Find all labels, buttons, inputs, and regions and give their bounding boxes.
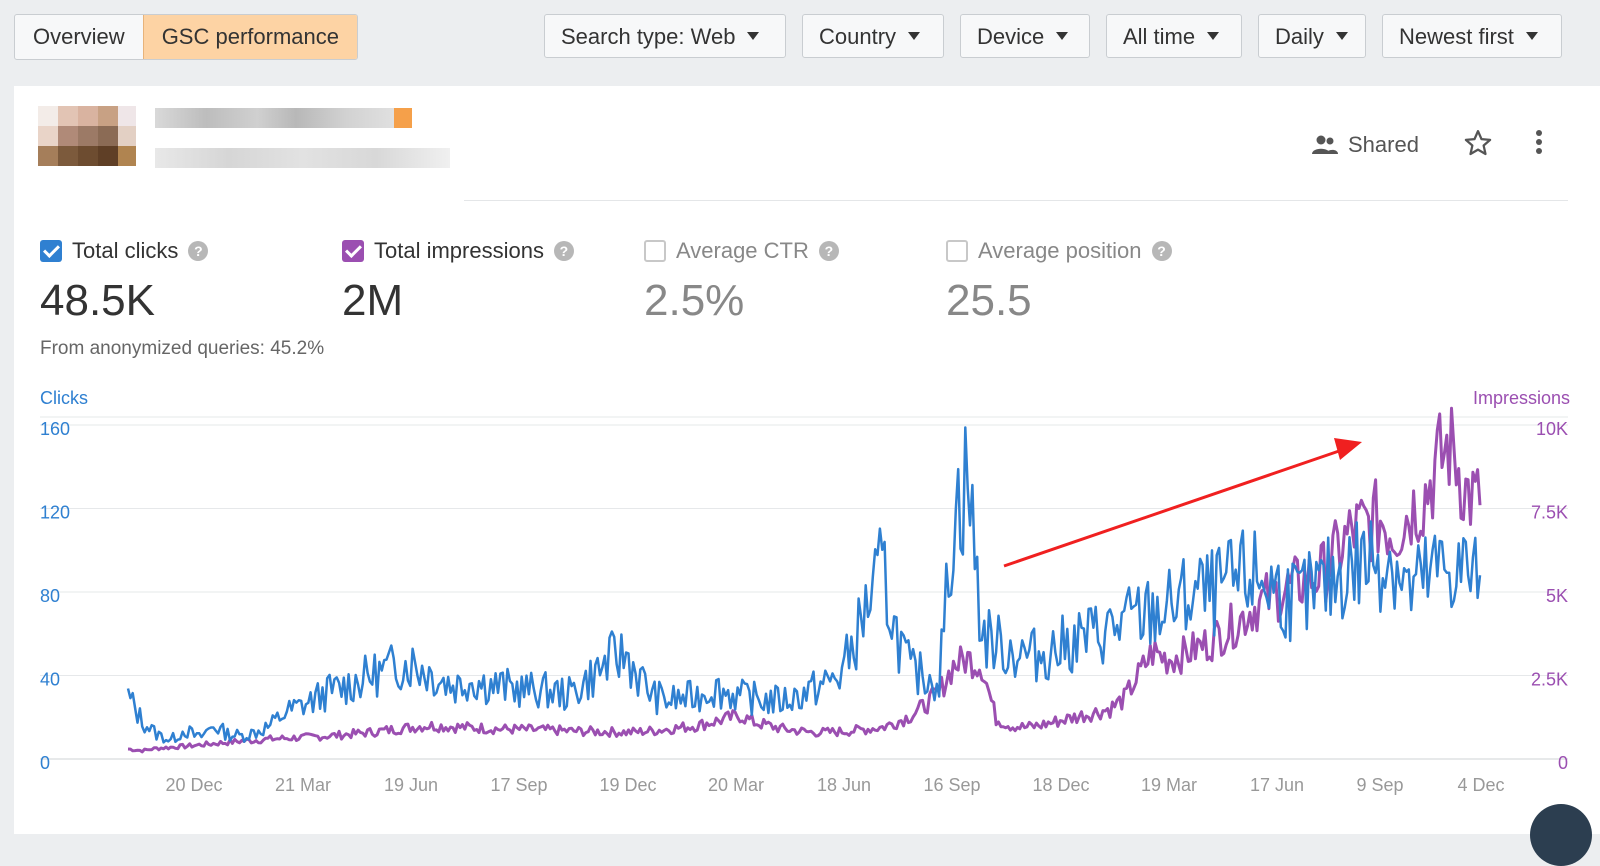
metric-total-impressions[interactable]: Total impressions ? 2M — [342, 234, 574, 326]
clicks-axis-title: Clicks — [40, 388, 88, 408]
country-dropdown[interactable]: Country — [802, 14, 944, 58]
site-url-redacted — [155, 148, 450, 168]
chevron-down-icon — [1525, 32, 1538, 41]
granularity-dropdown[interactable]: Daily — [1258, 14, 1366, 58]
date-range-dropdown[interactable]: All time — [1106, 14, 1242, 58]
impressions-tick-label: 5K — [1546, 586, 1568, 606]
average-position-value: 25.5 — [946, 276, 1032, 325]
tab-overview[interactable]: Overview — [33, 24, 125, 49]
total-clicks-value: 48.5K — [40, 276, 155, 325]
clicks-tick-label: 40 — [40, 670, 60, 690]
date-tick-label: 17 Sep — [490, 775, 547, 795]
metric-average-ctr[interactable]: Average CTR ? 2.5% — [644, 234, 839, 326]
impressions-tick-label: 7.5K — [1531, 503, 1568, 523]
people-icon — [1312, 135, 1338, 154]
total-impressions-label: Total impressions — [374, 238, 544, 263]
trend-arrow-annotation — [1003, 438, 1362, 568]
performance-line-chart[interactable]: 0 40 80 120 160 0 2.5K 5K 7.5K 10K 20 Dec 21 Mar 1… — [0, 400, 1600, 800]
average-ctr-checkbox[interactable] — [644, 240, 666, 262]
total-impressions-checkbox[interactable] — [342, 240, 364, 262]
date-tick-label: 17 Jun — [1250, 775, 1304, 795]
date-tick-label: 20 Dec — [165, 775, 222, 795]
sort-label: Newest first — [1399, 24, 1514, 49]
country-label: Country — [819, 24, 897, 49]
trend-arrow-shaft — [1003, 448, 1343, 568]
tab-gsc-performance[interactable]: GSC performance — [142, 15, 357, 59]
help-icon[interactable]: ? — [188, 241, 209, 261]
more-options-button[interactable] — [1532, 128, 1546, 158]
anonymized-queries-note: From anonymized queries: 45.2% — [40, 338, 325, 359]
granularity-label: Daily — [1275, 24, 1324, 49]
total-impressions-value: 2M — [342, 276, 404, 325]
date-tick-label: 19 Mar — [1141, 775, 1197, 795]
impressions-tick-label: 10K — [1536, 419, 1568, 439]
date-tick-label: 18 Jun — [817, 775, 871, 795]
date-tick-label: 9 Sep — [1356, 775, 1403, 795]
chevron-down-icon — [1056, 32, 1069, 41]
date-tick-label: 19 Dec — [599, 775, 656, 795]
date-tick-label: 21 Mar — [275, 775, 331, 795]
help-icon[interactable]: ? — [1151, 241, 1172, 261]
redaction-accent — [394, 108, 412, 128]
clicks-axis-ticks: 0 40 80 120 160 — [40, 419, 70, 773]
search-type-label: Search type: Web — [561, 24, 736, 49]
date-tick-label: 16 Sep — [923, 775, 980, 795]
clicks-tick-label: 160 — [40, 419, 70, 439]
impressions-axis-title: Impressions — [1472, 388, 1570, 408]
impressions-axis-ticks: 0 2.5K 5K 7.5K 10K — [1531, 419, 1568, 773]
help-icon[interactable]: ? — [818, 241, 839, 261]
site-name-redacted — [155, 108, 411, 128]
total-clicks-label: Total clicks — [72, 238, 179, 263]
date-tick-label: 19 Jun — [384, 775, 438, 795]
shared-button[interactable]: Shared — [1312, 128, 1419, 162]
device-label: Device — [977, 24, 1045, 49]
date-axis-ticks: 20 Dec 21 Mar 19 Jun 17 Sep 19 Dec 20 Mar 18 J… — [165, 775, 1504, 795]
clicks-tick-label: 80 — [40, 586, 60, 606]
trend-arrow-head — [1334, 438, 1362, 460]
chevron-down-icon — [1335, 32, 1348, 41]
date-tick-label: 18 Dec — [1032, 775, 1089, 795]
clicks-tick-label: 0 — [40, 753, 50, 773]
help-chat-button[interactable] — [1530, 804, 1592, 866]
average-position-label: Average position — [978, 238, 1142, 263]
date-tick-label: 20 Mar — [708, 775, 764, 795]
kebab-menu-icon — [1536, 130, 1542, 154]
series-clicks-line — [126, 426, 1482, 744]
top-toolbar: Overview GSC performance Search type: We… — [0, 0, 1600, 72]
performance-card — [14, 86, 1600, 834]
pixelated-logo-icon — [38, 106, 136, 166]
star-icon — [1464, 130, 1492, 156]
chart-gridlines — [40, 416, 1568, 760]
average-position-checkbox[interactable] — [946, 240, 968, 262]
date-tick-label: 4 Dec — [1457, 775, 1504, 795]
series-impressions-line — [127, 406, 1482, 754]
header-divider — [464, 200, 1568, 201]
favorite-button[interactable] — [1463, 128, 1493, 158]
chevron-down-icon — [747, 32, 760, 41]
search-type-dropdown[interactable]: Search type: Web — [544, 14, 786, 58]
shared-label: Shared — [1348, 132, 1419, 157]
view-tabs: Overview GSC performance — [14, 14, 358, 60]
total-clicks-checkbox[interactable] — [40, 240, 62, 262]
sort-dropdown[interactable]: Newest first — [1382, 14, 1562, 58]
help-icon[interactable]: ? — [553, 241, 574, 261]
clicks-tick-label: 120 — [40, 503, 70, 523]
chevron-down-icon — [1207, 32, 1220, 41]
impressions-tick-label: 0 — [1558, 753, 1568, 773]
site-favicon — [38, 106, 136, 166]
device-dropdown[interactable]: Device — [960, 14, 1090, 58]
impressions-tick-label: 2.5K — [1531, 670, 1568, 690]
average-ctr-value: 2.5% — [644, 276, 745, 325]
date-range-label: All time — [1123, 24, 1196, 49]
average-ctr-label: Average CTR — [676, 238, 809, 263]
metric-average-position[interactable]: Average position ? 25.5 — [946, 234, 1172, 326]
metric-total-clicks[interactable]: Total clicks ? 48.5K — [40, 234, 209, 326]
chevron-down-icon — [908, 32, 921, 41]
